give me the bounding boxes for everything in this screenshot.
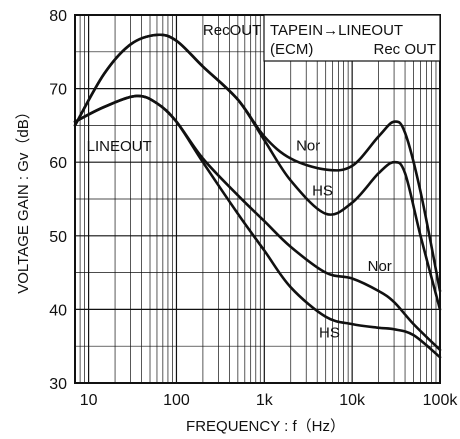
curve-label-5: Nor	[368, 258, 392, 275]
y-tick-label: 30	[49, 376, 67, 393]
legend-title: TAPEIN→LINEOUT	[270, 22, 403, 39]
y-tick-label: 40	[49, 302, 67, 319]
grid-layer	[74, 14, 440, 384]
series-line-3	[73, 94, 442, 352]
curve-label-1: RecOUT	[203, 22, 261, 39]
series-line-2	[73, 33, 442, 311]
x-tick-label: 1k	[256, 392, 274, 409]
x-axis-title: FREQUENCY : f（Hz）	[186, 418, 345, 435]
x-tick-label: 10	[80, 392, 98, 409]
y-tick-label: 50	[49, 229, 67, 246]
x-tick-label: 10k	[339, 392, 366, 409]
curve-label-2: LINEOUT	[87, 138, 152, 155]
series-line-1	[73, 33, 442, 293]
curve-label-4: HS	[312, 182, 333, 199]
y-axis-title: VOLTAGE GAIN : Gv（dB）	[15, 104, 32, 294]
y-tick-label: 80	[49, 8, 67, 25]
legend-box: TAPEIN→LINEOUT (ECM) Rec OUT	[263, 14, 441, 62]
curve-label-6: HS	[319, 324, 340, 341]
curve-label-3: Nor	[296, 137, 320, 154]
legend-subtitle-right: Rec OUT	[373, 41, 436, 58]
x-tick-label: 100	[163, 392, 190, 409]
plot-frame	[74, 14, 441, 384]
legend-background	[263, 14, 441, 62]
x-tick-label: 100k	[423, 392, 459, 409]
annotation-layer: RecOUT LINEOUT Nor HS Nor HS	[87, 22, 392, 341]
y-tick-label: 60	[49, 155, 67, 172]
legend-subtitle-left: (ECM)	[270, 41, 313, 58]
series-layer	[73, 33, 442, 359]
tick-layer: 10 100 1k 10k 100k 30 40 50 60 70 80	[49, 8, 458, 409]
y-tick-label: 70	[49, 82, 67, 99]
series-line-4	[73, 94, 442, 359]
